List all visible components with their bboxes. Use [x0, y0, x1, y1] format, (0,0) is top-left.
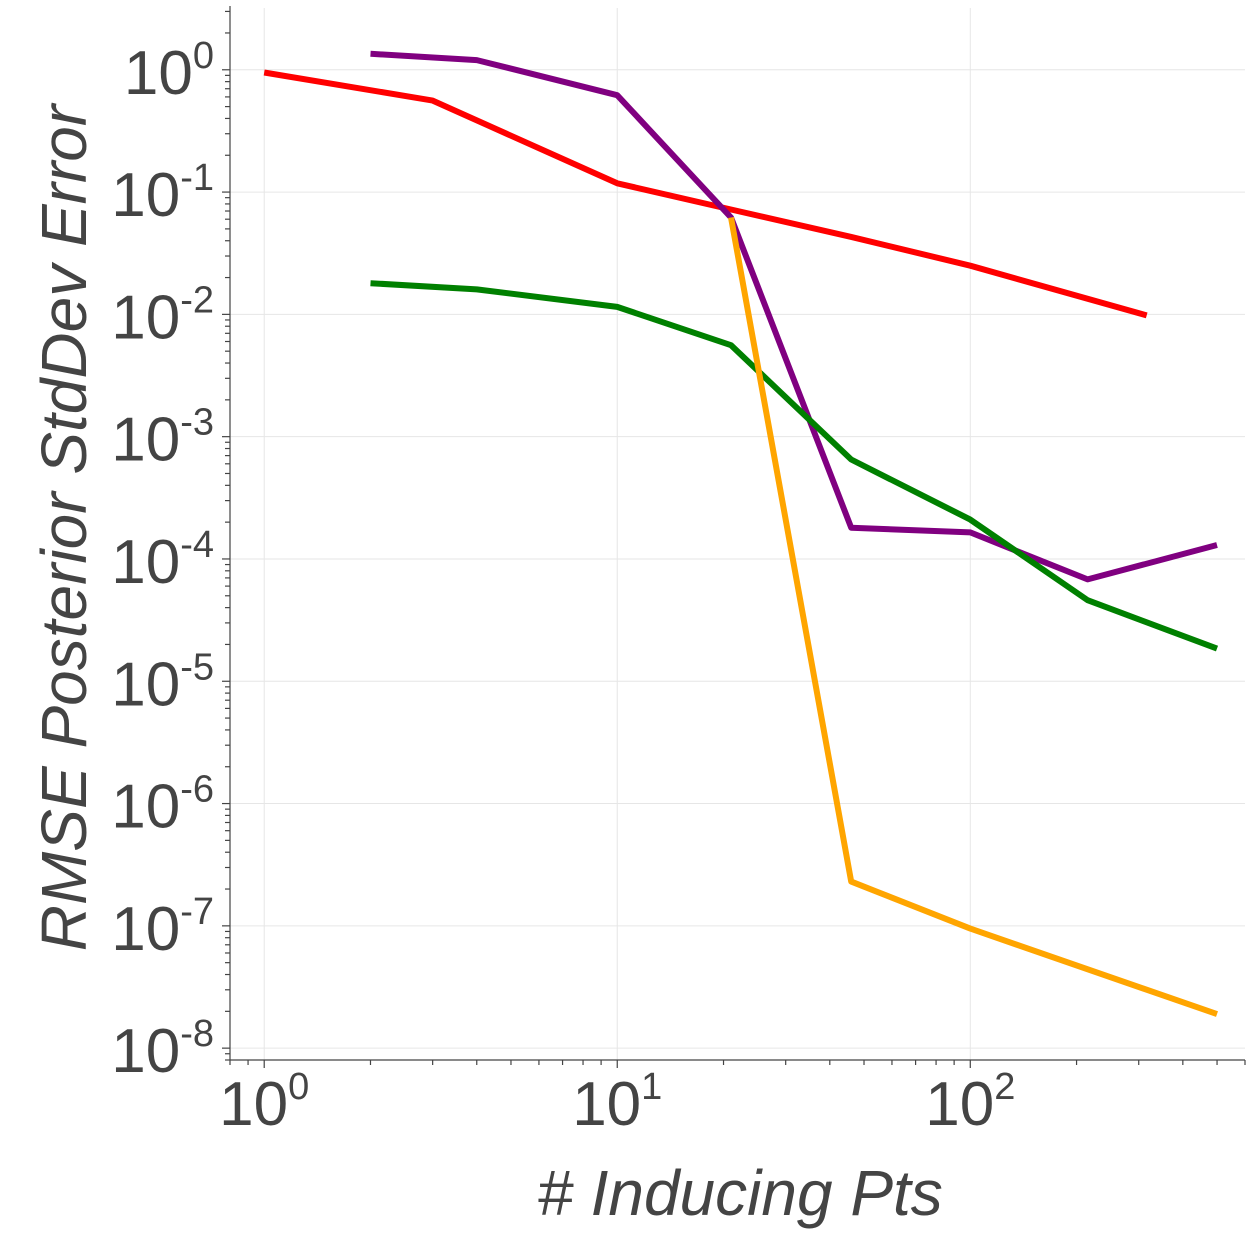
y-tick-base: 10 [111, 895, 180, 964]
x-tick-base: 10 [572, 1070, 641, 1139]
y-tick-label: 10-7 [111, 891, 214, 964]
tick-labels: 100 101 10210010-110-210-310-410-510-610-7… [111, 35, 1015, 1139]
grid [229, 6, 1245, 1061]
y-tick-exponent: 0 [193, 35, 214, 77]
y-tick-label: 10-6 [111, 769, 214, 842]
y-tick-exponent: -5 [180, 646, 214, 688]
y-tick-exponent: -4 [180, 524, 214, 566]
y-tick-label: 10-2 [111, 279, 214, 352]
y-tick-base: 10 [111, 1017, 180, 1086]
series-layer [263, 50, 1219, 1017]
y-tick-base: 10 [111, 650, 180, 719]
y-tick-exponent: -7 [180, 891, 214, 933]
x-tick-exponent: 1 [641, 1066, 662, 1108]
x-tick-base: 10 [219, 1070, 288, 1139]
x-axis-label: # Inducing Pts [537, 1157, 943, 1229]
x-tick-label: 100 [219, 1066, 309, 1139]
y-tick-label: 10-5 [111, 646, 214, 719]
y-tick-label: 10-1 [111, 157, 214, 230]
series-purple-line [370, 50, 1218, 583]
x-tick-base: 10 [925, 1070, 994, 1139]
series-green-line [370, 280, 1219, 652]
minor-ticks [222, 10, 1246, 1068]
series-red-line [263, 69, 1148, 319]
series-orange-line [728, 216, 1218, 1017]
y-axis-label: RMSE Posterior StdDev Error [28, 102, 100, 951]
y-tick-exponent: -2 [180, 279, 214, 321]
y-tick-base: 10 [111, 528, 180, 597]
x-tick-exponent: 2 [994, 1066, 1015, 1108]
y-tick-label: 10-8 [111, 1013, 214, 1086]
y-tick-base: 10 [111, 773, 180, 842]
y-tick-base: 10 [124, 39, 193, 108]
y-tick-base: 10 [111, 283, 180, 352]
y-tick-exponent: -8 [180, 1013, 214, 1055]
y-tick-label: 10-3 [111, 402, 214, 475]
y-tick-exponent: -3 [180, 402, 214, 444]
y-tick-label: 100 [124, 35, 214, 108]
x-tick-exponent: 0 [288, 1066, 309, 1108]
y-tick-base: 10 [111, 161, 180, 230]
y-tick-exponent: -1 [180, 157, 214, 199]
x-tick-label: 101 [572, 1066, 662, 1139]
y-tick-exponent: -6 [180, 769, 214, 811]
y-tick-base: 10 [111, 406, 180, 475]
x-tick-label: 102 [925, 1066, 1015, 1139]
y-tick-label: 10-4 [111, 524, 214, 597]
